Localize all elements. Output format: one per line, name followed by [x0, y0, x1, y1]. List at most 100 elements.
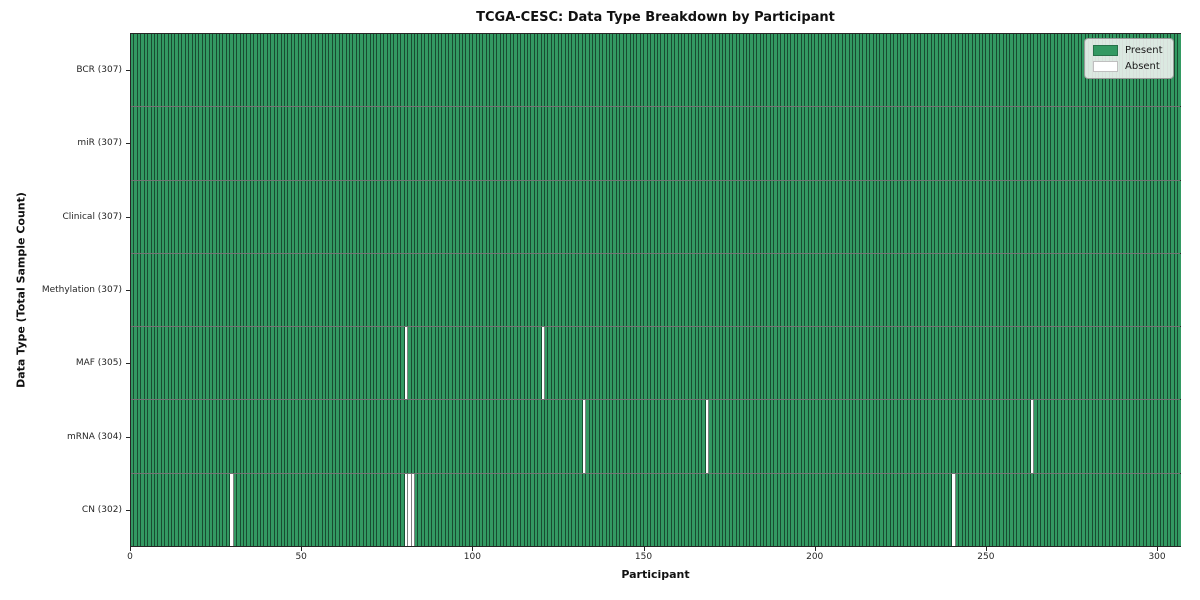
cell-present — [384, 400, 388, 473]
cell-present — [818, 107, 823, 180]
cell-present — [883, 473, 888, 546]
cell-present — [278, 473, 282, 546]
cell-present — [336, 473, 340, 546]
cell-present — [507, 107, 511, 180]
cell-present — [538, 473, 542, 546]
cell-present — [442, 180, 446, 253]
cell-present — [651, 253, 655, 327]
cell-present — [1130, 473, 1134, 546]
cell-present — [1000, 327, 1004, 400]
cell-present — [712, 34, 717, 107]
cell-present — [630, 327, 635, 400]
cell-present — [196, 473, 200, 546]
cell-present — [240, 253, 244, 327]
cell-present — [736, 400, 741, 473]
cell-present — [1000, 400, 1004, 473]
cell-present — [1068, 473, 1073, 546]
y-tick-mark — [126, 510, 130, 512]
cell-present — [302, 400, 306, 473]
cell-present — [931, 107, 936, 180]
cell-present — [846, 253, 850, 327]
cell-present — [421, 253, 426, 327]
cell-present — [678, 34, 682, 107]
cell-present — [935, 473, 939, 546]
cell-present — [223, 107, 227, 180]
cell-present — [445, 400, 450, 473]
cell-present — [206, 473, 210, 546]
cell-present — [757, 180, 761, 253]
cell-present — [387, 34, 392, 107]
cell-present — [254, 327, 258, 400]
cell-present — [846, 180, 850, 253]
cell-present — [233, 107, 238, 180]
cell-present — [510, 180, 515, 253]
cell-present — [305, 473, 309, 546]
cell-present — [1167, 327, 1172, 400]
cell-present — [842, 34, 847, 107]
cell-present — [883, 253, 888, 327]
cell-present — [675, 327, 679, 400]
cell-present — [623, 400, 628, 473]
cell-present — [291, 180, 296, 253]
cell-present — [603, 180, 607, 253]
cell-present — [1000, 473, 1004, 546]
cell-present — [914, 180, 919, 253]
cell-present — [1082, 180, 1086, 253]
cell-present — [969, 253, 973, 327]
cell-present — [497, 34, 501, 107]
cell-present — [257, 473, 262, 546]
cell-present — [592, 107, 597, 180]
cell-present — [480, 180, 484, 253]
cell-present — [1092, 107, 1096, 180]
cell-present — [161, 107, 166, 180]
cell-present — [274, 180, 279, 253]
cell-present — [158, 473, 162, 546]
cell-present — [883, 34, 888, 107]
cell-present — [705, 327, 710, 400]
cell-present — [770, 107, 775, 180]
cell-present — [264, 180, 268, 253]
cell-present — [462, 180, 467, 253]
cell-present — [213, 400, 217, 473]
cell-present — [661, 34, 665, 107]
cell-present — [131, 253, 135, 327]
cell-present — [781, 253, 785, 327]
cell-present — [551, 180, 556, 253]
heatmap-row-mRNA — [131, 399, 1181, 473]
cell-present — [681, 327, 686, 400]
cell-present — [295, 34, 299, 107]
cell-present — [209, 473, 214, 546]
cell-present — [384, 107, 388, 180]
cell-present — [610, 473, 614, 546]
cell-present — [435, 107, 439, 180]
cell-present — [904, 473, 908, 546]
cell-present — [486, 473, 491, 546]
cell-present — [206, 253, 210, 327]
cell-present — [575, 34, 580, 107]
cell-present — [261, 34, 265, 107]
cell-present — [459, 180, 463, 253]
cell-present — [1133, 253, 1138, 327]
cell-present — [240, 400, 244, 473]
cell-present — [1058, 327, 1062, 400]
cell-present — [781, 473, 785, 546]
cell-present — [1095, 327, 1100, 400]
cell-present — [777, 34, 782, 107]
cell-present — [161, 327, 166, 400]
cell-present — [339, 473, 344, 546]
cell-absent — [1030, 400, 1035, 473]
cell-present — [558, 327, 563, 400]
cell-present — [955, 107, 960, 180]
cell-present — [1010, 107, 1014, 180]
cell-present — [486, 327, 491, 400]
cell-present — [770, 180, 775, 253]
cell-present — [315, 34, 320, 107]
cell-present — [664, 473, 669, 546]
cell-present — [1113, 180, 1117, 253]
cell-absent — [404, 473, 409, 546]
cell-present — [278, 180, 282, 253]
cell-present — [866, 107, 871, 180]
cell-present — [695, 327, 700, 400]
cell-present — [685, 253, 689, 327]
cell-present — [801, 34, 806, 107]
